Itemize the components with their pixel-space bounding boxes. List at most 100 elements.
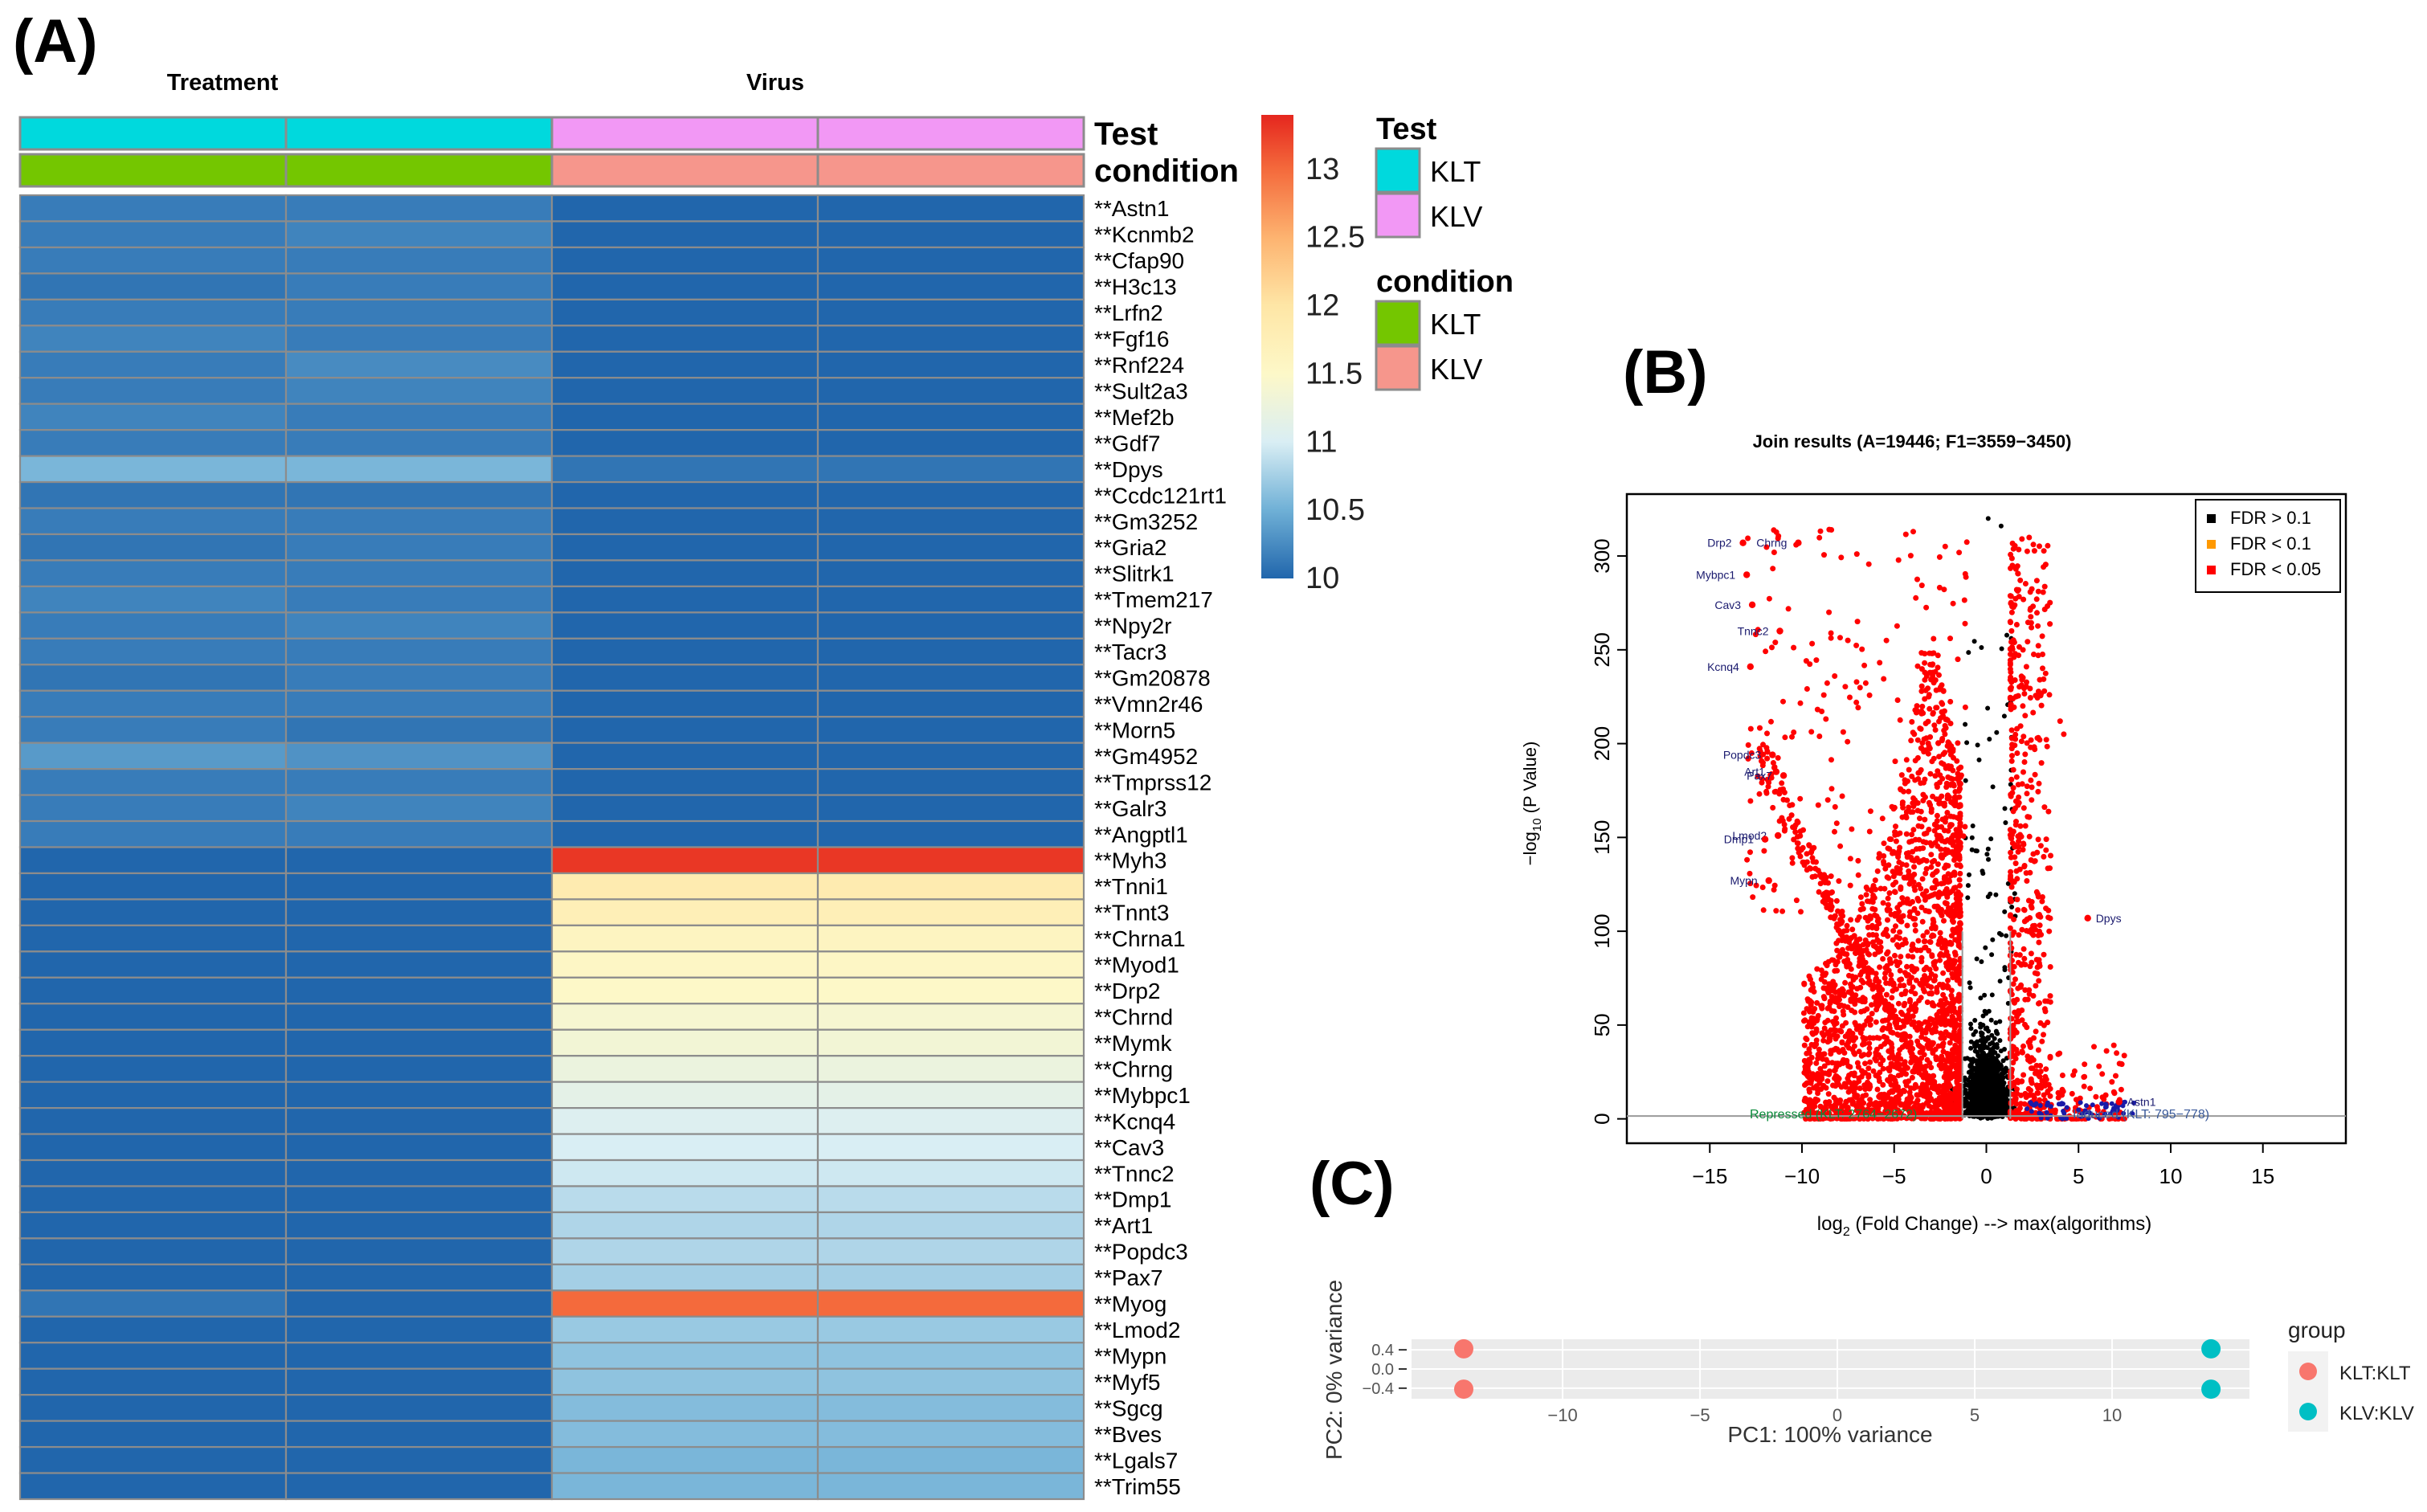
volcano-point-4013 — [1809, 640, 1816, 647]
volcano-point-4027 — [1936, 686, 1943, 693]
volcano-point-4058 — [1948, 822, 1955, 828]
volcano-point-3527 — [1950, 871, 1956, 877]
volcano-point-2857 — [1927, 1015, 1934, 1022]
gene-label-trim55: **Trim55 — [1094, 1474, 1181, 1499]
heatmap-cell-sult2a3-3 — [550, 377, 819, 405]
volcano-point-4384 — [2025, 996, 2031, 1003]
gene-label-kcnmb2: **Kcnmb2 — [1094, 223, 1195, 247]
heatmap-cell-lgals7-2 — [284, 1445, 554, 1474]
volcano-point-1366 — [1980, 1045, 1985, 1051]
volcano-point-1614 — [1866, 1040, 1873, 1047]
volcano-point-4577 — [2035, 643, 2041, 649]
volcano-point-1484 — [1971, 639, 1977, 644]
volcano-point-3041 — [1912, 1068, 1918, 1074]
volcano-point-1739 — [1885, 901, 1891, 908]
volcano-point-3890 — [1935, 1089, 1942, 1096]
volcano-point-3672 — [1957, 782, 1963, 787]
volcano-point-4581 — [2010, 808, 2016, 815]
volcano-point-2742 — [1943, 815, 1949, 821]
volcano-point-4451 — [2041, 548, 2047, 554]
volcano-point-1465 — [1983, 945, 1988, 950]
heatmap-cell-sult2a3-4 — [816, 377, 1085, 405]
volcano-point-3590 — [1935, 881, 1941, 887]
volcano-point-3379 — [1929, 1000, 1935, 1006]
volcano-point-4602 — [2031, 744, 2037, 750]
heatmap-cell-pax7-4 — [816, 1263, 1085, 1292]
volcano-point-2033 — [1806, 973, 1812, 979]
volcano-point-3130 — [1903, 1082, 1910, 1089]
gene-label-gm4952: **Gm4952 — [1094, 744, 1198, 769]
heatmap-cell-morn5-2 — [284, 716, 554, 744]
volcano-point-2801 — [1833, 1015, 1839, 1021]
volcano-point-1697 — [1910, 1013, 1916, 1020]
volcano-point-2995 — [1934, 782, 1940, 787]
volcano-point-4648 — [2024, 679, 2029, 685]
volcano-point-1373 — [1995, 1060, 2000, 1065]
gene-label-astn1: **Astn1 — [1094, 196, 1169, 221]
volcano-point-4549 — [2024, 878, 2030, 884]
volcano-point-3417 — [1895, 1000, 1902, 1007]
volcano-point-1400 — [1989, 1098, 1995, 1104]
legend-swatch-condition-klv — [1375, 345, 1421, 391]
heatmap-cell-vmn2r46-4 — [816, 689, 1085, 718]
heatmap-cell-lrfn2-3 — [550, 298, 819, 327]
colorbar-tick-label-11.5: 11.5 — [1305, 357, 1363, 390]
volcano-point-1943 — [1934, 812, 1940, 819]
volcano-point-1064 — [2003, 1065, 2008, 1071]
volcano-point-3588 — [1866, 1045, 1873, 1052]
volcano-point-2933 — [1918, 808, 1924, 815]
volcano-point-2831 — [1877, 964, 1883, 971]
annotation-cell-test-3 — [550, 116, 819, 151]
volcano-point-1395 — [2000, 1109, 2006, 1114]
heatmap-cell-mypn-3 — [550, 1342, 819, 1370]
heatmap-cell-gm3252-3 — [550, 507, 819, 536]
colorbar-tick-label-11: 11 — [1305, 425, 1337, 459]
heatmap-cell-dpys-4 — [816, 455, 1085, 484]
volcano-point-3940 — [1784, 797, 1790, 803]
volcano-point-1293 — [1982, 1062, 1988, 1068]
volcano-point-3474 — [1874, 1072, 1881, 1078]
volcano-point-4572 — [2030, 541, 2037, 548]
volcano-point-2265 — [1847, 1064, 1853, 1070]
volcano-point-3361 — [1900, 899, 1906, 905]
volcano-point-4116 — [1845, 738, 1851, 745]
volcano-point-1376 — [1979, 1097, 1984, 1103]
annotation-cell-condition-3 — [550, 153, 819, 188]
volcano-point-4627 — [2009, 644, 2015, 651]
volcano-point-2303 — [1853, 975, 1859, 980]
heatmap-cell-myf5-1 — [18, 1367, 288, 1396]
volcano-point-4498 — [2041, 1006, 2048, 1012]
gene-label-dpys: **Dpys — [1094, 457, 1163, 482]
heatmap-cell-cav3-1 — [18, 1133, 288, 1162]
volcano-point-3572 — [1865, 917, 1871, 924]
volcano-point-1449 — [1994, 729, 2000, 735]
volcano-point-4185 — [2008, 758, 2015, 764]
volcano-point-3303 — [1909, 838, 1915, 844]
volcano-point-3685 — [1851, 1085, 1857, 1092]
volcano-point-4042 — [1884, 906, 1890, 913]
volcano-point-3487 — [1953, 971, 1959, 978]
volcano-point-3969 — [1828, 873, 1834, 880]
volcano-point-4170 — [2040, 665, 2045, 672]
volcano-point-4382 — [2008, 854, 2014, 860]
volcano-point-4052 — [1955, 656, 1961, 663]
volcano-point-1406 — [1993, 892, 1999, 897]
volcano-point-4630 — [2010, 785, 2016, 791]
volcano-point-4676 — [2012, 1056, 2019, 1062]
volcano-point-4113 — [1895, 557, 1902, 563]
volcano-point-2432 — [1865, 1065, 1872, 1072]
volcano-point-4326 — [2037, 843, 2044, 849]
volcano-point-4249 — [2042, 670, 2049, 676]
volcano-point-4484 — [2020, 840, 2027, 847]
heatmap-cell-mybpc1-2 — [284, 1081, 554, 1109]
volcano-point-4507 — [2034, 971, 2041, 977]
volcano-point-4633 — [2032, 922, 2038, 929]
volcano-point-3491 — [1954, 977, 1960, 983]
volcano-point-2684 — [1883, 991, 1890, 998]
volcano-point-4178 — [2044, 743, 2050, 750]
gene-label-gdf7: **Gdf7 — [1094, 431, 1161, 456]
heatmap-cell-gria2-3 — [550, 533, 819, 562]
volcano-point-3564 — [1954, 1078, 1960, 1085]
volcano-point-4083 — [1766, 595, 1772, 602]
volcano-point-3518 — [1870, 1035, 1877, 1041]
